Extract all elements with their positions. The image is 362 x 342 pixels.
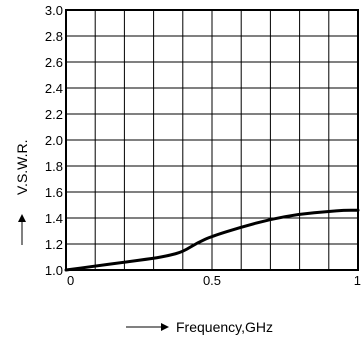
y-tick-label: 1.4 [45, 211, 63, 226]
y-tick-label: 2.4 [45, 81, 63, 96]
grid [66, 10, 358, 270]
y-tick-label: 2.8 [45, 29, 63, 44]
y-tick-label: 1.0 [45, 263, 63, 278]
y-tick-label: 1.6 [45, 185, 63, 200]
plot-frame [65, 9, 359, 271]
vswr-curve [64, 208, 360, 272]
y-tick-labels: 1.0 1.2 1.4 1.6 1.8 2.0 2.2 2.4 2.6 2.8 3.0 [45, 3, 63, 278]
x-tick-label: 0 [67, 273, 74, 288]
x-tick-labels: 0 0.5 1 [67, 273, 361, 288]
x-tick-label: 0.5 [203, 273, 221, 288]
y-axis-label: V.S.W.R. [14, 139, 30, 195]
y-axis-title-group: V.S.W.R. [14, 139, 30, 245]
y-tick-label: 3.0 [45, 3, 63, 18]
x-tick-label: 1 [354, 273, 361, 288]
y-tick-label: 2.0 [45, 133, 63, 148]
y-tick-label: 2.2 [45, 107, 63, 122]
y-tick-label: 1.2 [45, 237, 63, 252]
y-tick-label: 2.6 [45, 55, 63, 70]
y-tick-label: 1.8 [45, 159, 63, 174]
x-axis-label: Frequency,GHz [176, 319, 273, 335]
